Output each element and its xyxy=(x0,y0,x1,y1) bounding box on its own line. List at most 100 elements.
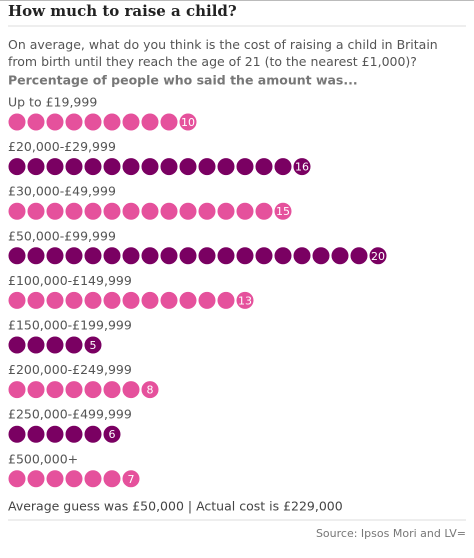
dot xyxy=(64,380,84,400)
dot xyxy=(102,290,122,310)
dot xyxy=(178,246,198,266)
dot xyxy=(140,201,160,221)
chart-title: How much to raise a child? xyxy=(8,2,237,20)
value-label: 7 xyxy=(128,473,135,486)
dot xyxy=(26,380,46,400)
dot xyxy=(83,469,103,489)
dot xyxy=(178,201,198,221)
dot xyxy=(216,157,236,177)
value-label: 6 xyxy=(109,428,116,441)
dot xyxy=(102,112,122,132)
dot xyxy=(292,246,312,266)
note: Average guess was £50,000 | Actual cost … xyxy=(8,499,343,514)
dot xyxy=(159,290,179,310)
dot xyxy=(64,469,84,489)
dot xyxy=(121,112,141,132)
dot xyxy=(45,290,65,310)
dot xyxy=(7,112,27,132)
dot-row xyxy=(7,246,388,266)
dot xyxy=(7,469,27,489)
dot xyxy=(216,290,236,310)
dot xyxy=(26,469,46,489)
dot xyxy=(197,157,217,177)
dot xyxy=(159,201,179,221)
dot xyxy=(64,246,84,266)
category-label: £100,000-£149,999 xyxy=(8,273,132,288)
dot xyxy=(64,201,84,221)
dot-row xyxy=(7,112,198,132)
dot xyxy=(26,201,46,221)
dot xyxy=(26,335,46,355)
dot xyxy=(197,201,217,221)
dot xyxy=(178,157,198,177)
category-label: Up to £19,999 xyxy=(8,95,97,110)
dot xyxy=(7,201,27,221)
dot xyxy=(235,246,255,266)
dot xyxy=(254,201,274,221)
dot xyxy=(102,424,122,444)
category-label: £150,000-£199,999 xyxy=(8,318,132,333)
dot xyxy=(26,424,46,444)
dot xyxy=(7,290,27,310)
dot-row xyxy=(7,157,312,177)
dot xyxy=(178,290,198,310)
dot xyxy=(45,201,65,221)
dot xyxy=(83,201,103,221)
value-label: 20 xyxy=(371,250,385,263)
dot xyxy=(26,112,46,132)
dot xyxy=(216,201,236,221)
dot-row xyxy=(7,290,255,310)
dot-row xyxy=(7,469,141,489)
dot xyxy=(7,380,27,400)
dot xyxy=(7,157,27,177)
dot xyxy=(64,157,84,177)
dot xyxy=(235,201,255,221)
dot xyxy=(45,246,65,266)
dot xyxy=(235,290,255,310)
dot xyxy=(102,246,122,266)
dot xyxy=(121,290,141,310)
dot xyxy=(64,424,84,444)
dot xyxy=(45,469,65,489)
dot xyxy=(7,424,27,444)
dot xyxy=(197,246,217,266)
dot xyxy=(197,290,217,310)
dot xyxy=(140,246,160,266)
dot xyxy=(102,201,122,221)
dot xyxy=(45,380,65,400)
category-label: £200,000-£249,999 xyxy=(8,362,132,377)
dot xyxy=(45,157,65,177)
subtitle: On average, what do you think is the cos… xyxy=(8,37,438,69)
category-label: £30,000-£49,999 xyxy=(8,184,116,199)
dot xyxy=(45,424,65,444)
value-label: 16 xyxy=(295,161,309,174)
dot xyxy=(273,157,293,177)
value-label: 8 xyxy=(147,384,154,397)
dot xyxy=(140,157,160,177)
value-label: 5 xyxy=(90,339,97,352)
dot xyxy=(45,112,65,132)
dot-row xyxy=(7,201,293,221)
dot xyxy=(83,112,103,132)
dot xyxy=(26,157,46,177)
dot xyxy=(311,246,331,266)
category-label: £20,000-£29,999 xyxy=(8,139,116,154)
value-label: 10 xyxy=(181,116,195,129)
dot-row xyxy=(7,424,122,444)
dot xyxy=(121,157,141,177)
source: Source: Ipsos Mori and LV= xyxy=(316,527,466,540)
dot xyxy=(368,246,388,266)
dot xyxy=(83,335,103,355)
dot xyxy=(159,112,179,132)
dot xyxy=(254,157,274,177)
dot xyxy=(83,290,103,310)
axis-label: Percentage of people who said the amount… xyxy=(8,73,358,88)
dot xyxy=(83,246,103,266)
value-label: 15 xyxy=(276,205,290,218)
dot xyxy=(121,469,141,489)
dot xyxy=(140,380,160,400)
dot xyxy=(7,335,27,355)
dot xyxy=(102,469,122,489)
dot-row xyxy=(7,380,160,400)
